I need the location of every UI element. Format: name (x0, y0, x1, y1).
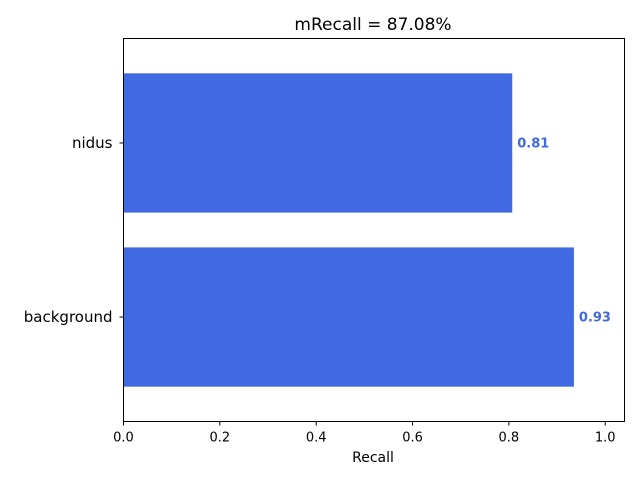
x-axis-label: Recall (352, 450, 394, 466)
x-tick-label-4: 0.8 (499, 431, 520, 446)
x-tick-label-5: 1.0 (595, 431, 616, 446)
bar-background (123, 247, 574, 387)
data-label-background: 0.93 (579, 311, 611, 326)
y-axis-ticks: nidus background (24, 134, 124, 326)
plot-frame (123, 38, 625, 422)
x-tick-label-1: 0.2 (210, 431, 231, 446)
bar-nidus (123, 73, 513, 213)
x-axis-ticks: 0.0 0.2 0.4 0.6 0.8 1.0 (113, 421, 616, 446)
y-tick-label-background: background (24, 308, 113, 326)
chart-title: mRecall = 87.08% (294, 15, 451, 35)
bars-group: 0.81 0.93 (123, 73, 611, 387)
data-label-nidus: 0.81 (517, 136, 549, 151)
x-tick-label-3: 0.6 (402, 431, 423, 446)
y-tick-label-nidus: nidus (72, 134, 113, 152)
x-tick-label-2: 0.4 (306, 431, 327, 446)
x-tick-label-0: 0.0 (113, 431, 134, 446)
